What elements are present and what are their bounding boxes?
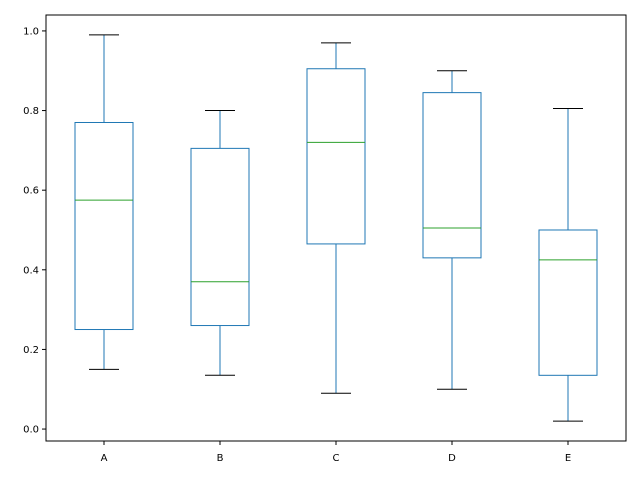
y-tick-label: 0.8 xyxy=(23,106,39,117)
iqr-box-B xyxy=(190,147,250,327)
iqr-box-A xyxy=(74,121,134,331)
x-tick-label: D xyxy=(448,453,456,464)
x-tick-label: E xyxy=(565,453,571,464)
x-axis: A B C D E xyxy=(101,441,571,464)
plot-area xyxy=(74,34,598,422)
y-tick-label: 0.0 xyxy=(23,425,39,436)
x-tick-label: A xyxy=(101,453,108,464)
x-tick-label: C xyxy=(333,453,340,464)
y-tick-label: 0.4 xyxy=(23,265,39,276)
box-B xyxy=(190,110,250,376)
y-tick-label: 0.2 xyxy=(23,345,39,356)
y-axis: 0.0 0.2 0.4 0.6 0.8 1.0 xyxy=(23,26,46,436)
iqr-box-E xyxy=(538,229,598,376)
y-tick-label: 1.0 xyxy=(23,26,39,37)
box-E xyxy=(538,108,598,422)
iqr-box-C xyxy=(306,68,366,245)
iqr-box-D xyxy=(422,92,482,259)
y-tick-label: 0.6 xyxy=(23,186,39,197)
x-tick-label: B xyxy=(217,453,224,464)
box-A xyxy=(74,34,134,370)
box-C xyxy=(306,42,366,394)
box-D xyxy=(422,70,482,390)
